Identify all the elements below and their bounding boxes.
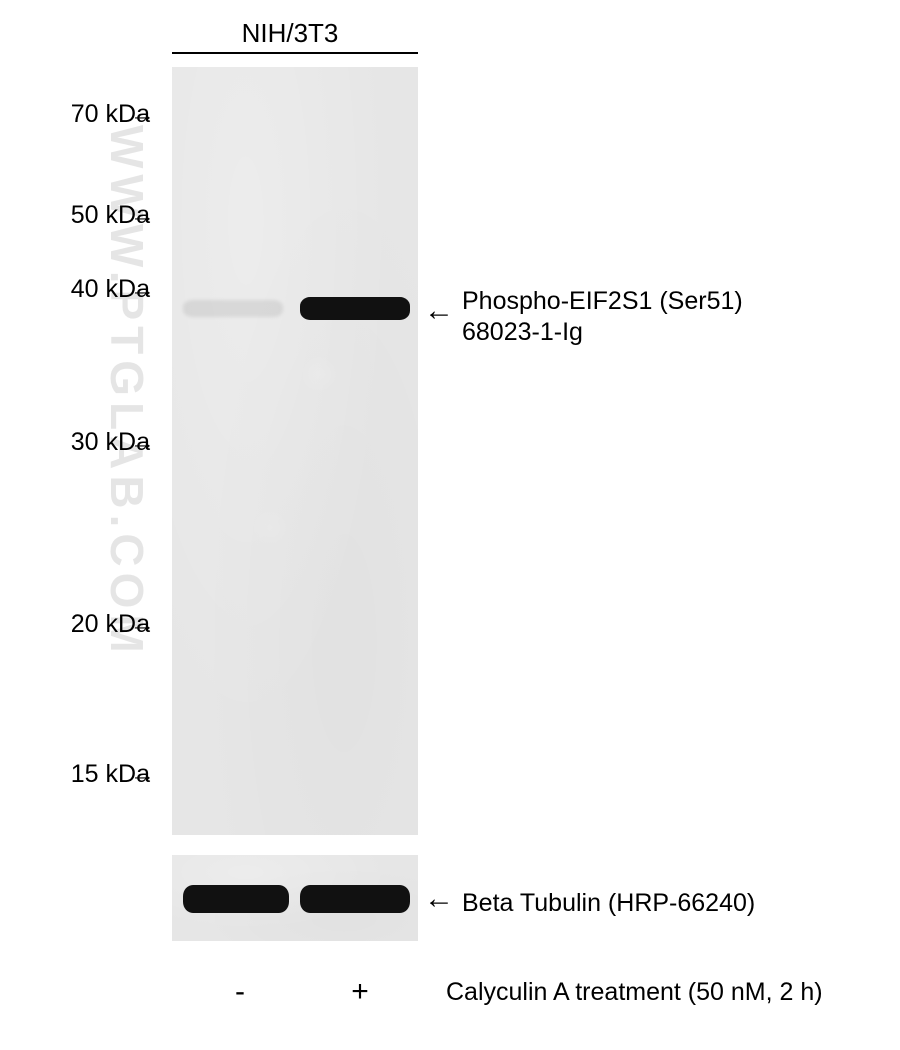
mw-label: 70 kDa bbox=[10, 100, 150, 129]
mw-arrow: → bbox=[130, 428, 155, 457]
annotation-label-phospho: Phospho-EIF2S1 (Ser51) 68023-1-Ig bbox=[462, 286, 743, 349]
mw-arrow: → bbox=[130, 100, 155, 129]
annotation-label-tubulin: Beta Tubulin (HRP-66240) bbox=[462, 888, 755, 919]
mw-label: 40 kDa bbox=[10, 275, 150, 304]
mw-arrow: → bbox=[130, 201, 155, 230]
mw-label: 50 kDa bbox=[10, 201, 150, 230]
mw-arrow: → bbox=[130, 610, 155, 639]
band-tubulin-minus bbox=[183, 885, 289, 913]
western-blot-figure: NIH/3T3 WWW.PTGLAB.COM 70 kDa → 50 kDa →… bbox=[0, 0, 900, 1050]
treatment-label: Calyculin A treatment (50 nM, 2 h) bbox=[446, 978, 823, 1007]
annotation-line: Phospho-EIF2S1 (Ser51) bbox=[462, 287, 743, 315]
band-tubulin-plus bbox=[300, 885, 410, 913]
sample-title: NIH/3T3 bbox=[230, 18, 350, 49]
annotation-line: Beta Tubulin (HRP-66240) bbox=[462, 889, 755, 917]
treatment-minus: - bbox=[225, 975, 255, 1009]
annotation-line: 68023-1-Ig bbox=[462, 318, 583, 346]
mw-arrow: → bbox=[130, 760, 155, 789]
annotation-arrow-phospho: ← bbox=[424, 296, 454, 326]
annotation-arrow-tubulin: ← bbox=[424, 884, 454, 914]
mw-label: 30 kDa bbox=[10, 428, 150, 457]
mw-label: 20 kDa bbox=[10, 610, 150, 639]
mw-arrow: → bbox=[130, 275, 155, 304]
band-phospho-plus bbox=[300, 297, 410, 320]
treatment-plus: + bbox=[345, 975, 375, 1009]
band-phospho-minus-faint bbox=[183, 300, 283, 317]
mw-label: 15 kDa bbox=[10, 760, 150, 789]
blot-main bbox=[172, 67, 418, 835]
sample-underline bbox=[172, 52, 418, 54]
